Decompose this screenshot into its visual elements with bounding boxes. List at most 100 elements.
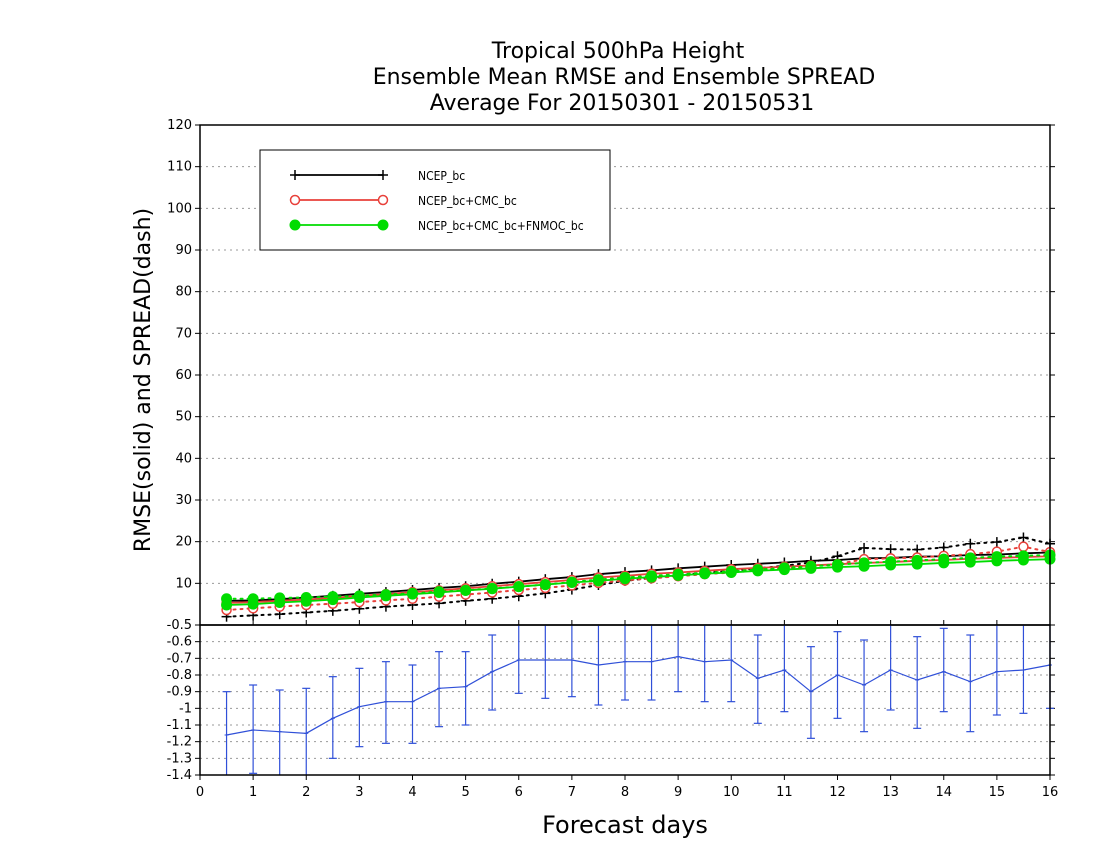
- x-tick-label: 6: [515, 785, 523, 800]
- y-tick-label: 20: [175, 535, 192, 550]
- spread-point-2: [247, 593, 259, 605]
- y-tick-label: 90: [175, 243, 192, 258]
- x-tick-label: 4: [408, 785, 416, 800]
- lower-y-tick-label: -1: [179, 701, 192, 716]
- difference-line: [226, 656, 1051, 736]
- legend-marker-0: [290, 170, 300, 180]
- spread-point-2: [300, 592, 312, 603]
- spread-point-2: [486, 582, 498, 594]
- x-ticks: 0 1 2 3 4 5 6 7 8 9 10 11 12 13 14 15 16: [196, 620, 1058, 800]
- upper-y-ticks: 10 20 30 40 50 60 70 80 90 100 110 120: [167, 118, 1055, 591]
- y-tick-label: 30: [175, 493, 192, 508]
- spread-point-2: [752, 564, 764, 576]
- spread-point-2: [699, 567, 711, 579]
- legend-marker-2: [289, 219, 301, 231]
- lower-series: [222, 625, 1054, 775]
- y-tick-label: 40: [175, 451, 192, 466]
- lower-y-tick-label: -0.5: [167, 618, 192, 633]
- spread-point-2: [858, 557, 870, 569]
- x-tick-label: 15: [989, 785, 1006, 800]
- lower-y-tick-label: -0.9: [167, 685, 192, 700]
- spread-point-2: [327, 591, 339, 603]
- spread-point-0: [965, 538, 976, 549]
- legend-label-ncep-cmc: NCEP_bc+CMC_bc: [418, 194, 517, 208]
- legend-label-ncep-cmc-fnmoc: NCEP_bc+CMC_bc+FNMOC_bc: [418, 219, 584, 233]
- x-tick-label: 14: [935, 785, 952, 800]
- legend-label-ncep-bc: NCEP_bc: [418, 169, 465, 183]
- spread-point-2: [672, 568, 684, 580]
- legend-marker-0: [378, 170, 388, 180]
- legend-marker-1: [377, 194, 389, 206]
- y-tick-label: 10: [175, 576, 192, 591]
- x-tick-label: 10: [723, 785, 740, 800]
- spread-point-2: [911, 554, 923, 566]
- lower-y-tick-label: -1.3: [167, 751, 192, 766]
- x-tick-label: 3: [355, 785, 363, 800]
- x-tick-label: 11: [776, 785, 793, 800]
- y-tick-label: 120: [167, 118, 192, 133]
- spread-point-2: [805, 560, 817, 572]
- x-axis-label: Forecast days: [542, 811, 708, 839]
- legend: NCEP_bc NCEP_bc+CMC_bc NCEP_bc+CMC_bc+FN…: [259, 149, 611, 251]
- spread-point-2: [513, 581, 525, 593]
- legend-marker-1: [289, 194, 301, 206]
- y-tick-label: 70: [175, 326, 192, 341]
- x-tick-label: 5: [461, 785, 469, 800]
- chart-title-line-2: Ensemble Mean RMSE and Ensemble SPREAD: [373, 65, 876, 90]
- lower-y-ticks: -0.5 -0.6-0.7 -0.8 -0.9-1 -1.1 -1.2-1.3 -1.4: [167, 618, 1055, 783]
- spread-point-2: [353, 590, 365, 602]
- y-tick-label: 50: [175, 410, 192, 425]
- spread-point-2: [964, 552, 976, 564]
- spread-point-2: [539, 579, 551, 591]
- spread-point-1: [1018, 541, 1029, 552]
- lower-y-tick-label: -0.8: [167, 668, 192, 683]
- spread-point-0: [885, 544, 896, 555]
- spread-line-2: [225, 554, 1051, 600]
- spread-point-2: [460, 584, 472, 596]
- lower-y-tick-label: -0.6: [167, 635, 192, 650]
- x-tick-label: 0: [196, 785, 204, 800]
- x-tick-label: 13: [882, 785, 899, 800]
- y-tick-label: 60: [175, 368, 192, 383]
- spread-point-2: [991, 551, 1003, 563]
- lower-y-tick-label: -0.7: [167, 651, 192, 666]
- x-tick-label: 16: [1042, 785, 1059, 800]
- x-tick-label: 8: [621, 785, 629, 800]
- spread-point-2: [885, 556, 897, 568]
- y-tick-label: 100: [167, 201, 192, 216]
- y-tick-label: 110: [167, 160, 192, 175]
- upper-series: [221, 532, 1056, 622]
- spread-point-0: [991, 537, 1002, 548]
- lower-y-tick-label: -1.4: [167, 768, 192, 783]
- x-tick-label: 1: [249, 785, 257, 800]
- spread-point-2: [592, 574, 604, 586]
- rmse-line-2: [226, 558, 1051, 606]
- spread-point-2: [725, 565, 737, 577]
- spread-point-2: [646, 570, 658, 582]
- chart-title-line-3: Average For 20150301 - 20150531: [430, 91, 815, 116]
- spread-point-2: [619, 572, 631, 583]
- spread-point-2: [274, 592, 286, 604]
- x-tick-label: 12: [829, 785, 846, 800]
- y-axis-label: RMSE(solid) and SPREAD(dash): [131, 208, 156, 552]
- x-tick-label: 2: [302, 785, 310, 800]
- spread-point-2: [566, 576, 578, 588]
- spread-point-2: [221, 593, 233, 605]
- chart-title-line-1: Tropical 500hPa Height: [491, 39, 745, 64]
- x-tick-label: 9: [674, 785, 682, 800]
- x-tick-label: 7: [568, 785, 576, 800]
- spread-point-2: [938, 553, 950, 565]
- spread-point-2: [778, 562, 790, 574]
- spread-point-2: [380, 589, 392, 601]
- y-tick-label: 80: [175, 285, 192, 300]
- spread-point-0: [859, 542, 870, 553]
- legend-marker-2: [377, 219, 389, 231]
- spread-point-2: [832, 559, 843, 571]
- spread-point-2: [433, 586, 445, 598]
- spread-point-0: [1018, 532, 1029, 543]
- spread-point-2: [1017, 550, 1029, 562]
- lower-y-tick-label: -1.1: [167, 718, 192, 733]
- lower-y-tick-label: -1.2: [167, 735, 192, 750]
- legend-items: [289, 170, 389, 231]
